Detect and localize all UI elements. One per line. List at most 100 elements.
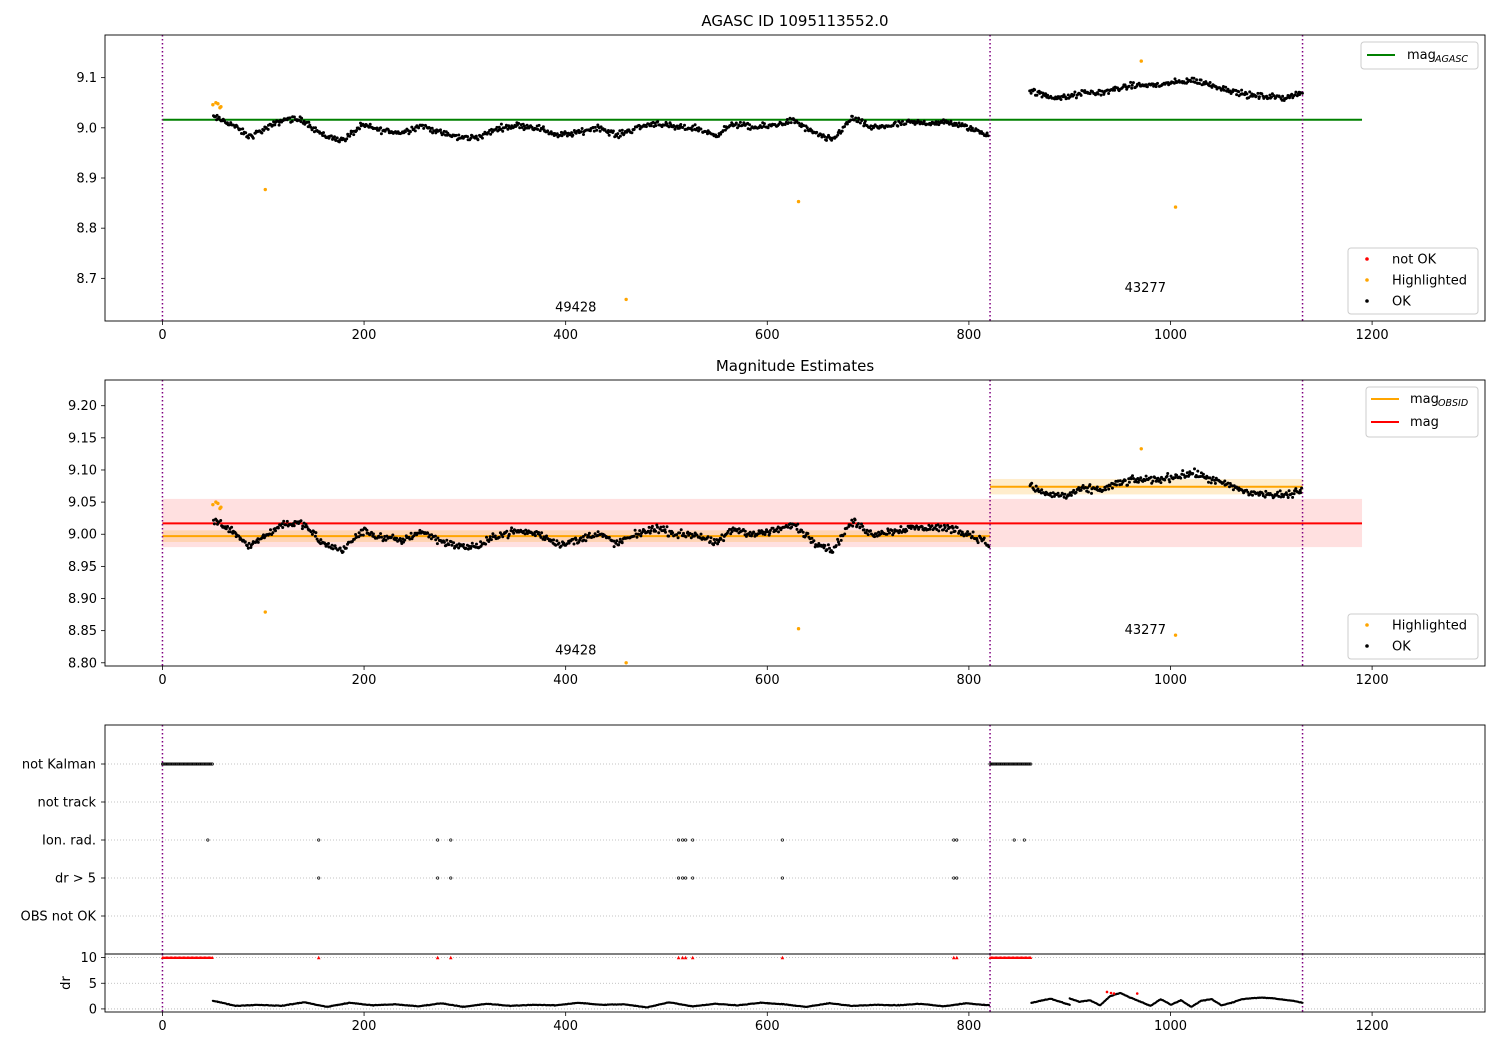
highlighted-point xyxy=(216,501,220,506)
ok-point xyxy=(260,131,264,135)
ok-point xyxy=(1063,492,1067,496)
ok-point xyxy=(533,534,537,538)
ok-point xyxy=(543,538,547,542)
legend-frame xyxy=(1347,613,1479,660)
ok-point xyxy=(499,122,503,126)
highlighted-point xyxy=(219,505,223,509)
ok-point xyxy=(1129,477,1133,481)
ok-point xyxy=(837,540,840,544)
ok-point xyxy=(1168,480,1172,484)
ok-point xyxy=(228,530,232,534)
ok-point xyxy=(1029,91,1033,95)
ok-point xyxy=(395,536,399,540)
ok-point xyxy=(949,531,953,535)
ok-point xyxy=(823,544,827,547)
ok-point xyxy=(560,134,564,138)
ok-point xyxy=(836,133,840,137)
ok-point xyxy=(675,533,679,537)
ok-point xyxy=(540,531,544,535)
ok-point xyxy=(409,531,413,535)
axes-frame xyxy=(104,34,1486,322)
ok-point xyxy=(721,129,725,133)
ok-point xyxy=(825,548,829,552)
legend-label: mag xyxy=(1407,48,1436,63)
ok-point xyxy=(902,528,906,532)
ok-point xyxy=(430,126,434,130)
panel-flags: not Kalman not track Ion. rad. dr > 5 OBS no… xyxy=(21,724,1486,955)
ok-point xyxy=(571,537,575,541)
ok-point xyxy=(896,124,900,128)
ok-point xyxy=(737,527,741,531)
ok-point xyxy=(1166,472,1170,475)
flag-category-label: not track xyxy=(37,796,96,811)
legend-label: mag xyxy=(1410,392,1439,407)
panel-agasc: 0 200 400 600 800 1000 1200 8.7 8.8 8.9 9.0 9.1 AGAS… xyxy=(76,12,1486,343)
ok-point xyxy=(683,123,686,127)
ok-point xyxy=(1159,481,1163,485)
ok-point xyxy=(917,527,921,531)
ok-point xyxy=(946,523,950,527)
ok-point xyxy=(843,532,847,536)
ok-point xyxy=(1059,494,1063,498)
ok-point xyxy=(850,518,854,522)
ok-point xyxy=(712,538,716,541)
ok-point xyxy=(1123,479,1127,482)
y-tick-label: 9.1 xyxy=(76,71,97,86)
y-tick-label: 9.10 xyxy=(68,463,97,478)
x-tick-label: 0 xyxy=(158,1019,166,1034)
dr-flagged-point xyxy=(1105,990,1109,994)
flag-marker xyxy=(436,838,440,842)
flag-category-label: OBS not OK xyxy=(21,910,97,925)
ok-point xyxy=(955,526,959,529)
ok-point xyxy=(277,123,281,127)
ok-point xyxy=(905,529,909,533)
flag-marker xyxy=(436,876,440,880)
ok-point xyxy=(845,122,849,126)
flag-marker xyxy=(449,876,453,880)
y-tick-label: 9.20 xyxy=(68,399,97,414)
ok-point xyxy=(939,524,943,528)
ok-point xyxy=(862,528,866,532)
dr-point xyxy=(1068,1003,1071,1007)
ok-point xyxy=(497,535,501,539)
ok-point xyxy=(288,116,292,120)
ok-point xyxy=(856,522,860,526)
ok-point xyxy=(690,128,694,132)
ok-point xyxy=(1196,469,1200,473)
ok-point xyxy=(804,534,808,537)
ok-point xyxy=(1151,479,1155,483)
axes-frame xyxy=(104,953,1486,1013)
panel-magnitude-estimates: 0 200 400 600 800 1000 1200 8.80 8.85 8.90 8.95 9.0… xyxy=(68,357,1486,688)
ok-point xyxy=(384,538,388,542)
ok-point xyxy=(301,524,305,528)
ok-point xyxy=(1231,488,1235,492)
ok-point xyxy=(1235,93,1239,97)
ok-point xyxy=(379,132,383,136)
ok-point xyxy=(1191,472,1195,475)
ok-point xyxy=(695,533,699,537)
ok-point xyxy=(1059,98,1063,101)
dr-clipped-marker xyxy=(680,955,685,960)
ok-point xyxy=(1145,85,1149,89)
ok-point xyxy=(869,529,872,533)
ok-point xyxy=(455,543,459,547)
ok-point xyxy=(1281,94,1285,98)
flag-category-label: dr > 5 xyxy=(55,872,96,887)
ok-point xyxy=(857,117,861,121)
ok-point xyxy=(499,127,503,131)
dr-flagged-point xyxy=(1135,992,1139,995)
ok-point xyxy=(537,123,541,127)
ok-point xyxy=(815,130,819,134)
ok-point xyxy=(1222,88,1226,92)
ok-point xyxy=(226,525,230,528)
ok-point xyxy=(1254,94,1258,98)
ok-point xyxy=(368,122,372,126)
x-tick-label: 1200 xyxy=(1356,328,1389,343)
ok-point xyxy=(616,132,620,136)
ok-point xyxy=(247,136,250,140)
ok-point xyxy=(445,538,449,542)
ok-point xyxy=(1245,92,1249,96)
ok-point xyxy=(497,125,501,129)
dr-clipped-marker xyxy=(316,955,321,960)
ok-point xyxy=(665,525,669,529)
